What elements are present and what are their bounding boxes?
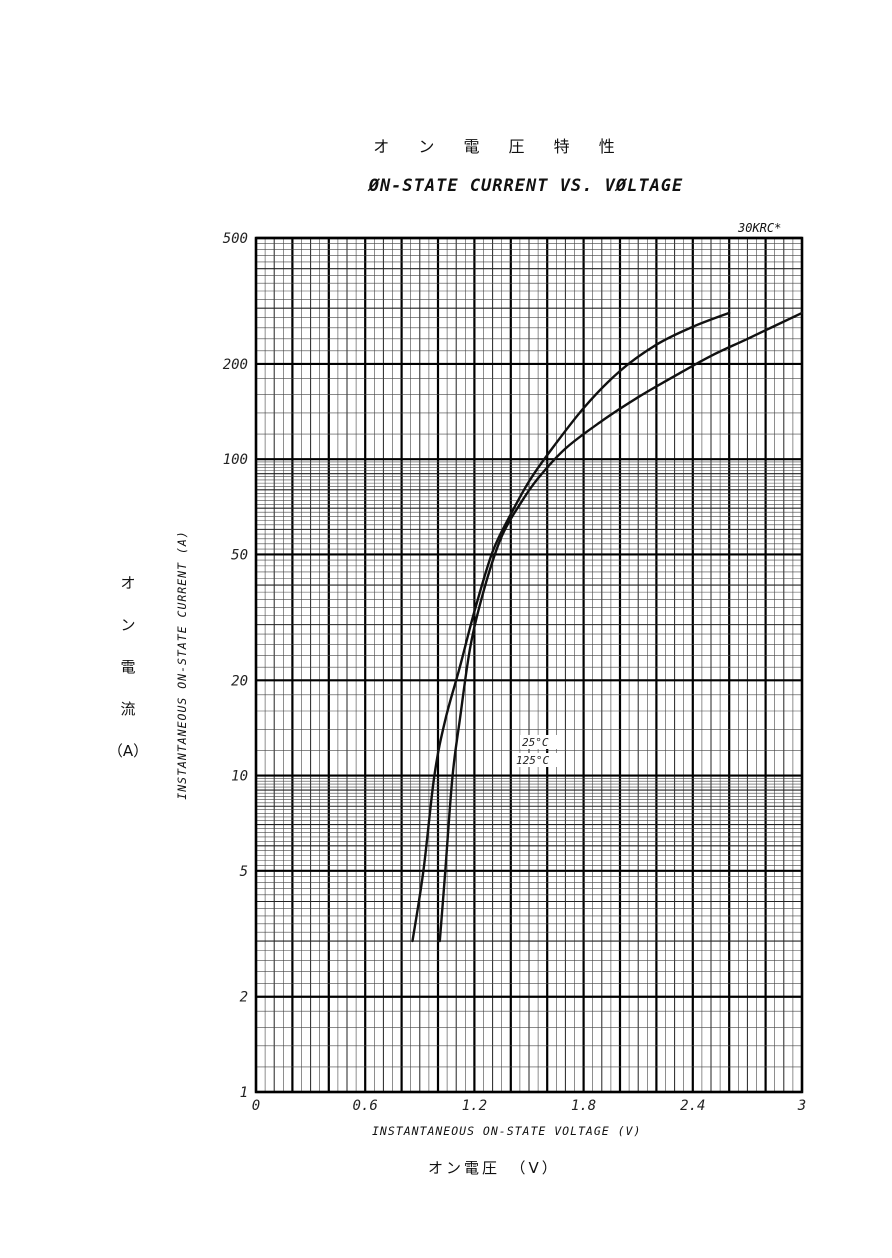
chart-title: ØN-STATE CURRENT VS. VØLTAGE xyxy=(368,176,684,196)
series-curves xyxy=(411,311,804,943)
y-tick-label: 100 xyxy=(223,452,248,468)
y-tick-label: 500 xyxy=(223,231,248,247)
y-label-jp-char: 電 xyxy=(120,658,136,676)
y-label-jp-char: オ xyxy=(120,574,136,592)
plot-frame xyxy=(254,236,804,1094)
y-tick-label: 20 xyxy=(231,673,248,689)
x-tick-label: 3 xyxy=(797,1098,806,1114)
x-tick-label: 1.2 xyxy=(462,1098,487,1114)
y-axis-label-jp: オ ン 電 流 （A） xyxy=(104,562,152,772)
x-axis-label: INSTANTANEOUS ON-STATE VOLTAGE (V) xyxy=(372,1124,642,1138)
chart-title-jp: オ ン 電 圧 特 性 xyxy=(373,137,627,156)
y-label-jp-char: （A） xyxy=(107,742,149,760)
series-line xyxy=(438,311,804,943)
annotation-background xyxy=(520,735,564,749)
x-axis-label-jp: オン電圧 （V） xyxy=(428,1159,560,1177)
y-tick-label: 5 xyxy=(240,864,248,880)
series-annotation: 125°C xyxy=(516,754,549,767)
model-label: 30KRC* xyxy=(738,221,782,235)
y-tick-label: 10 xyxy=(231,769,248,785)
x-tick-label: 1.8 xyxy=(571,1098,596,1114)
grid xyxy=(254,236,804,1094)
y-tick-label: 50 xyxy=(231,547,248,563)
series-line xyxy=(411,311,731,943)
tick-labels: 0 0.6 1.2 1.8 2.4 3 1 2 5 10 20 50 100 200 500 xyxy=(223,231,807,1114)
series-annotation: 25°C xyxy=(522,736,549,749)
y-tick-label: 200 xyxy=(223,357,248,373)
x-tick-label: 0 xyxy=(252,1098,260,1114)
x-tick-label: 2.4 xyxy=(680,1098,705,1114)
x-tick-label: 0.6 xyxy=(353,1098,378,1114)
y-tick-label: 1 xyxy=(240,1085,248,1101)
y-label-jp-char: 流 xyxy=(120,700,136,718)
annotation-background xyxy=(514,753,558,767)
y-label-jp-char: ン xyxy=(120,616,136,634)
y-tick-label: 2 xyxy=(240,990,248,1006)
annotations: 25°C 125°C xyxy=(514,735,564,767)
